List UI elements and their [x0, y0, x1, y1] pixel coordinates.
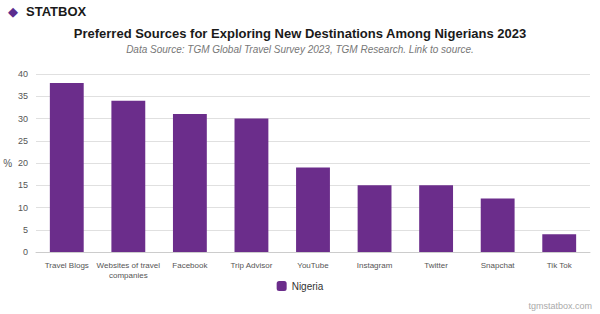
svg-text:0: 0 [23, 247, 28, 257]
svg-text:30: 30 [18, 114, 28, 124]
svg-text:Tik Tok: Tik Tok [547, 261, 573, 270]
svg-text:%: % [3, 158, 12, 169]
svg-text:Snapchat: Snapchat [481, 261, 516, 270]
svg-text:Trip Advisor: Trip Advisor [230, 261, 272, 270]
svg-text:YouTube: YouTube [297, 261, 329, 270]
svg-text:Instagram: Instagram [357, 261, 393, 270]
svg-text:Data Source: TGM Global Travel: Data Source: TGM Global Travel Survey 20… [126, 44, 474, 55]
svg-text:◆: ◆ [8, 4, 18, 19]
svg-text:companies: companies [109, 271, 148, 280]
svg-text:40: 40 [18, 69, 28, 79]
svg-text:25: 25 [18, 136, 28, 146]
svg-text:tgmstatbox.com: tgmstatbox.com [528, 301, 592, 311]
svg-text:Websites of travel: Websites of travel [97, 261, 161, 270]
svg-text:Nigeria: Nigeria [292, 281, 324, 292]
svg-text:Twitter: Twitter [424, 261, 448, 270]
svg-text:15: 15 [18, 180, 28, 190]
svg-text:STATBOX: STATBOX [26, 4, 87, 19]
svg-text:5: 5 [23, 225, 28, 235]
svg-text:Travel Blogs: Travel Blogs [45, 261, 89, 270]
svg-text:20: 20 [18, 158, 28, 168]
svg-text:35: 35 [18, 91, 28, 101]
svg-text:10: 10 [18, 203, 28, 213]
svg-text:Facebook: Facebook [172, 261, 208, 270]
svg-text:Preferred Sources for Explorin: Preferred Sources for Exploring New Dest… [74, 26, 526, 41]
